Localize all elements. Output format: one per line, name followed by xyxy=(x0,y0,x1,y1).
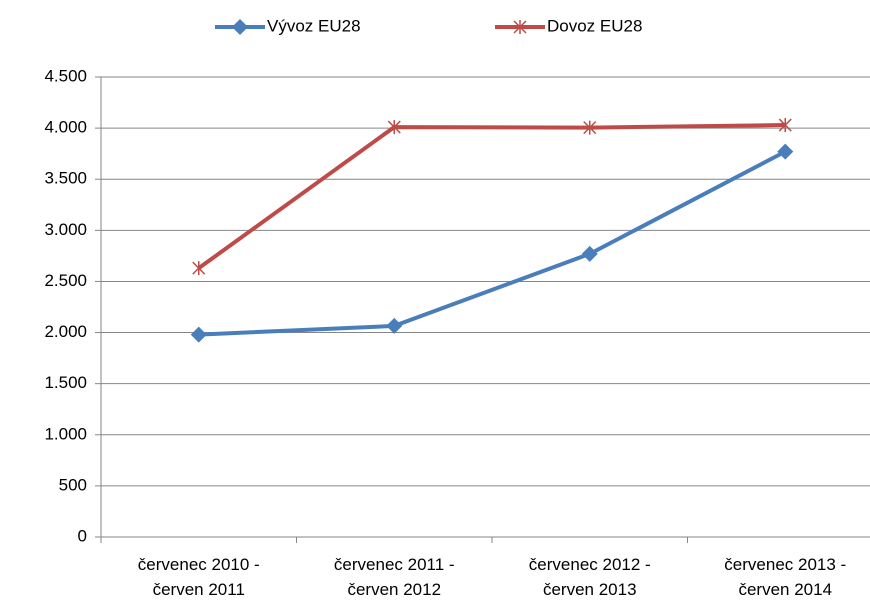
series-line xyxy=(198,149,787,337)
y-tick-label: 1.000 xyxy=(44,424,87,443)
point xyxy=(778,118,792,133)
point xyxy=(581,245,598,262)
x-tick-label: červenec 2011 - červen 2012 xyxy=(333,555,455,599)
point xyxy=(190,326,207,343)
point xyxy=(583,120,597,135)
y-tick-label: 2.500 xyxy=(44,271,87,290)
legend-label: Dovoz EU28 xyxy=(547,16,642,35)
y-tick-label: 500 xyxy=(59,475,87,494)
y-tick-label: 4.000 xyxy=(44,118,87,137)
x-tick-label: červenec 2012 - červen 2013 xyxy=(528,555,651,599)
x-tick-label: červenec 2010 - červen 2011 xyxy=(137,555,260,599)
series-line xyxy=(197,123,786,270)
point xyxy=(777,143,794,160)
y-tick-label: 3.000 xyxy=(44,220,87,239)
point xyxy=(387,120,401,135)
legend-marker xyxy=(513,20,527,34)
y-tick-label: 3.500 xyxy=(44,169,87,188)
y-tick-label: 1.500 xyxy=(44,373,87,392)
legend-label: Vývoz EU28 xyxy=(267,16,361,35)
y-tick-label: 2.000 xyxy=(44,322,87,341)
y-tick-label: 4.500 xyxy=(44,66,87,85)
legend-marker xyxy=(232,19,248,35)
point xyxy=(386,317,403,334)
point xyxy=(192,261,206,276)
x-tick-label: červenec 2013 - červen 2014 xyxy=(724,555,847,599)
y-tick-label: 0 xyxy=(78,526,87,545)
